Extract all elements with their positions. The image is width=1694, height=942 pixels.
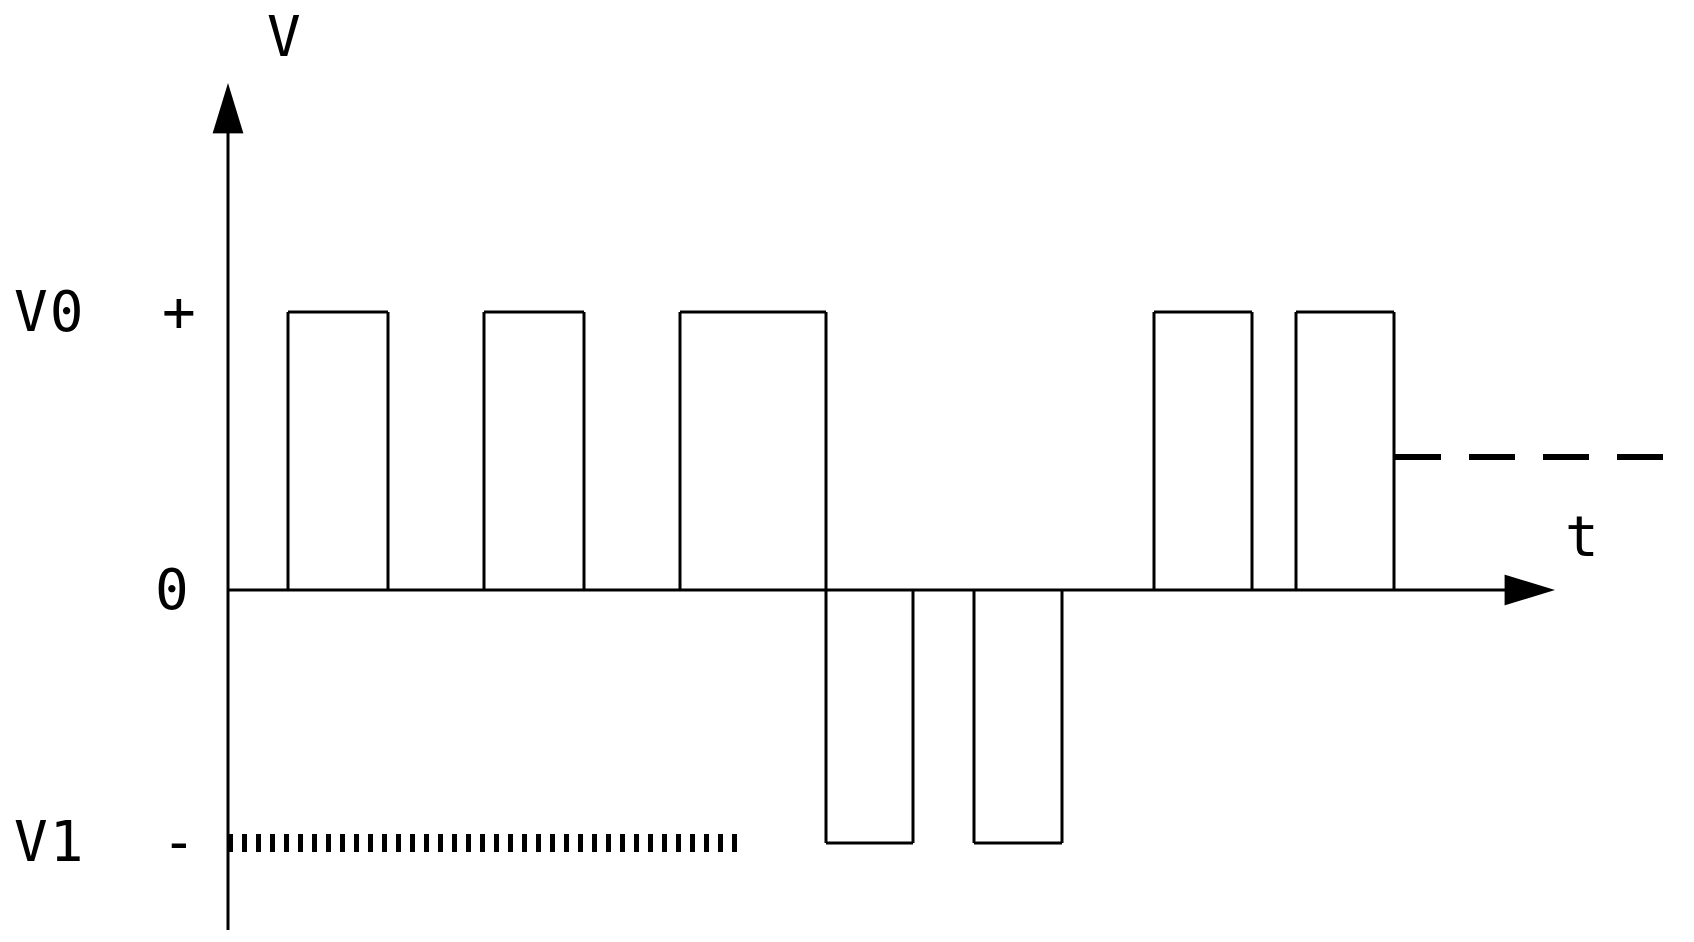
waveform-diagram: V t 0 V0 + V1 - xyxy=(0,0,1694,942)
y-axis-label: V xyxy=(267,5,303,70)
x-axis-label: t xyxy=(1565,505,1601,570)
origin-label: 0 xyxy=(155,558,191,623)
waveform-svg xyxy=(0,0,1694,942)
v0-label: V0 xyxy=(14,280,85,345)
v0-sign: + xyxy=(162,280,198,345)
v1-sign: - xyxy=(162,810,198,875)
v1-label: V1 xyxy=(14,810,85,875)
